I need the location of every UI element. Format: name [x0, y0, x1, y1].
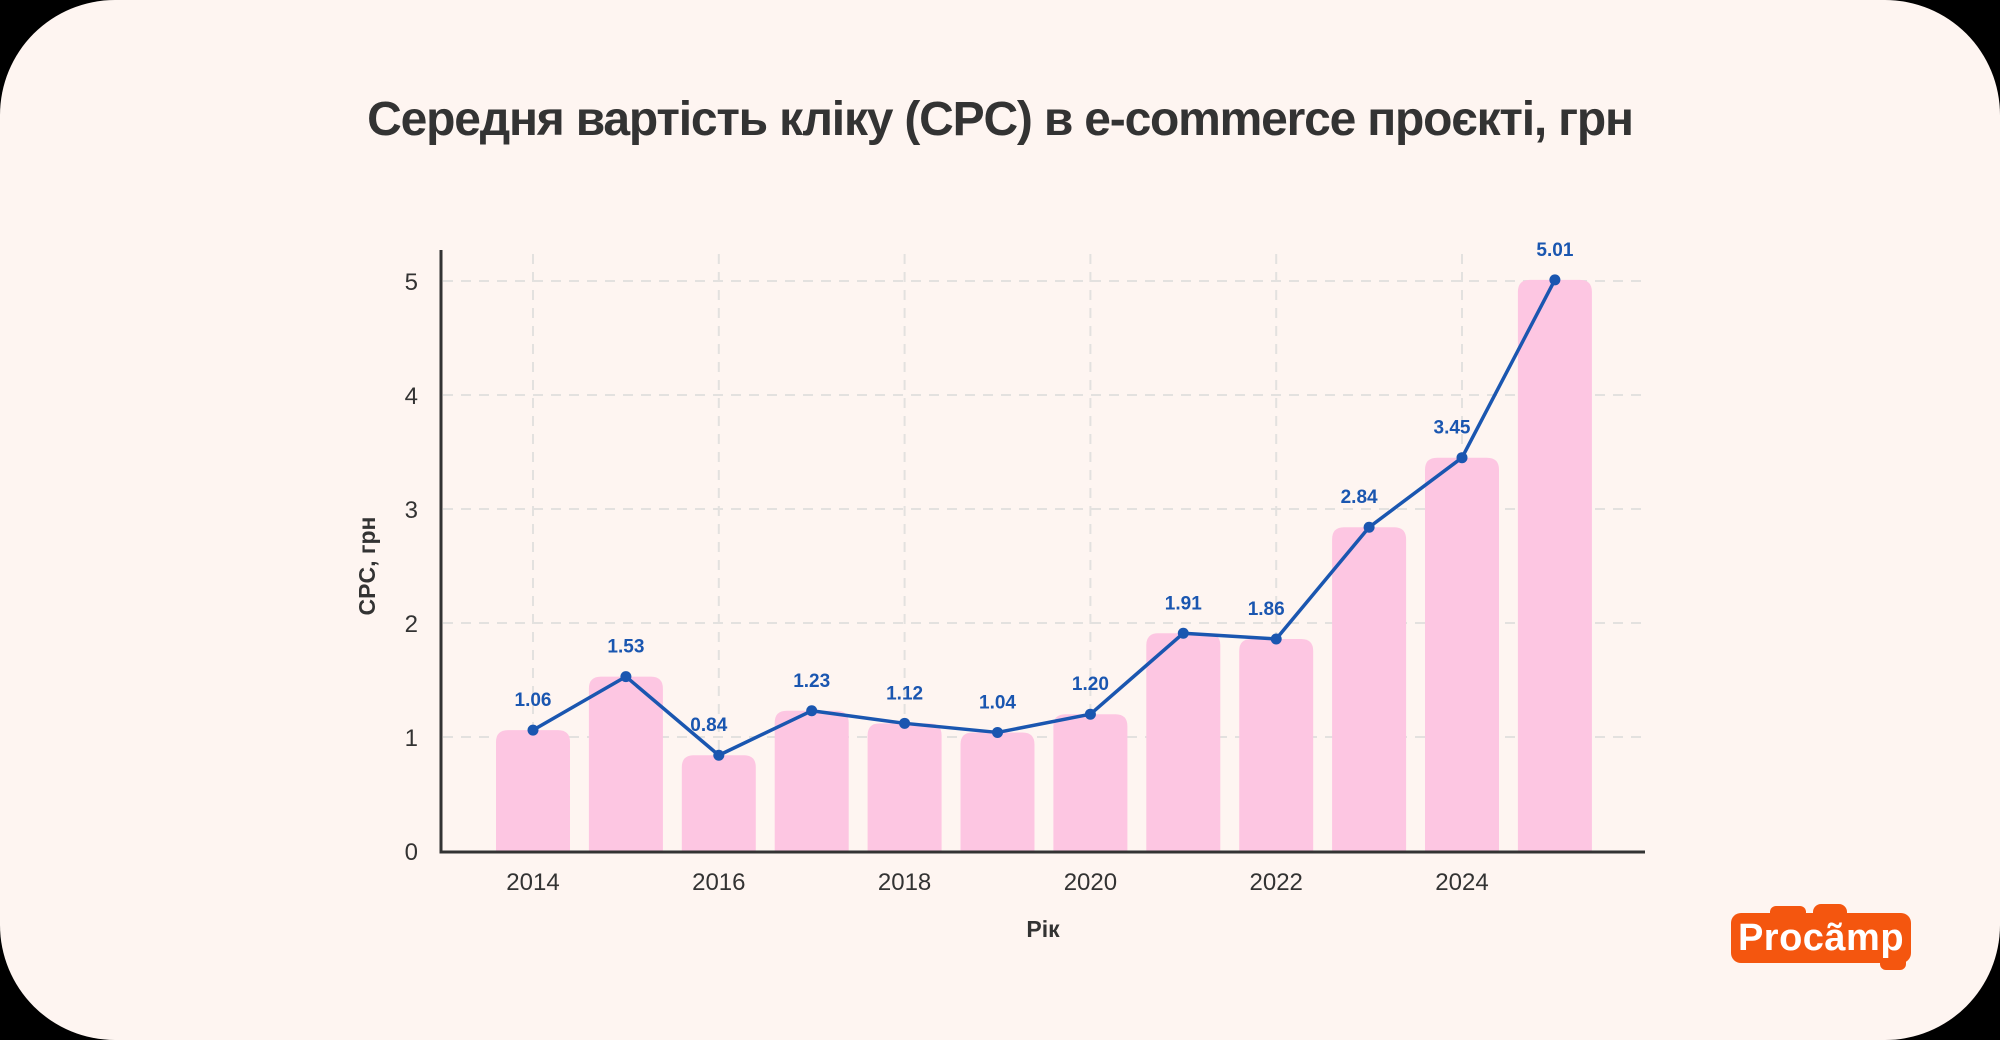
value-label: 1.86 [1248, 599, 1285, 620]
bar-2014 [496, 730, 570, 851]
bar-2023 [1332, 527, 1407, 851]
bar-2020 [1053, 714, 1128, 851]
data-point [713, 749, 725, 761]
x-tick-label: 2022 [1250, 869, 1303, 896]
value-label: 0.84 [690, 715, 727, 736]
bar-2021 [1146, 633, 1221, 851]
value-label: 5.01 [1536, 240, 1573, 261]
procamp-logo: Procãmp [1731, 913, 1911, 963]
bar-2015 [588, 676, 663, 851]
data-point [992, 726, 1003, 738]
x-tick-label: 2014 [506, 869, 559, 896]
data-point [806, 705, 818, 717]
y-tick-label: 5 [405, 269, 418, 296]
bar-2022 [1239, 638, 1314, 851]
data-point [1084, 708, 1096, 720]
bar-2019 [960, 732, 1035, 851]
y-tick-label: 2 [405, 611, 418, 638]
value-label: 1.53 [607, 637, 644, 658]
value-label: 1.06 [515, 690, 552, 711]
data-point [1177, 627, 1189, 639]
line-series [527, 274, 1561, 761]
data-point [620, 671, 632, 683]
x-axis-label: Рік [1026, 916, 1060, 942]
y-axis-label: CPC, грн [354, 517, 380, 616]
x-tick-label: 2018 [878, 869, 931, 896]
data-point [527, 724, 539, 736]
y-tick-label: 3 [405, 497, 418, 524]
bar-2017 [774, 710, 849, 851]
value-label: 3.45 [1434, 418, 1471, 439]
value-label: 2.84 [1341, 487, 1378, 508]
value-labels: 1.06 1.53 0.84 1.23 1.12 1.04 1.20 1.91 1.86 2.84… [515, 240, 1574, 736]
value-label: 1.23 [793, 671, 830, 692]
bar-2018 [867, 723, 942, 851]
bar-2024 [1425, 457, 1499, 851]
axes: 0 1 2 3 4 5 2014 2016 2018 2020 2022 2024 [405, 250, 1645, 896]
data-point [1549, 274, 1561, 286]
x-tick-label: 2020 [1064, 869, 1117, 896]
x-tick-label: 2024 [1435, 869, 1488, 896]
value-label: 1.12 [886, 683, 923, 704]
value-label: 1.04 [979, 692, 1016, 713]
value-label: 1.20 [1072, 674, 1109, 695]
bar-2016 [681, 755, 756, 851]
data-point [1270, 633, 1282, 645]
y-tick-label: 1 [405, 725, 418, 752]
data-point [1456, 452, 1468, 464]
chart-title: Середня вартість кліку (CPC) в e-commerc… [367, 93, 1634, 146]
value-label: 1.91 [1165, 593, 1202, 614]
bar-series [496, 279, 1592, 851]
bar-2025 [1517, 279, 1592, 851]
y-tick-label: 4 [405, 383, 418, 410]
x-tick-label: 2016 [692, 869, 745, 896]
y-tick-label: 0 [405, 839, 418, 866]
data-point [899, 717, 911, 729]
data-point [1363, 521, 1375, 533]
cpc-trend-line [532, 279, 1557, 757]
